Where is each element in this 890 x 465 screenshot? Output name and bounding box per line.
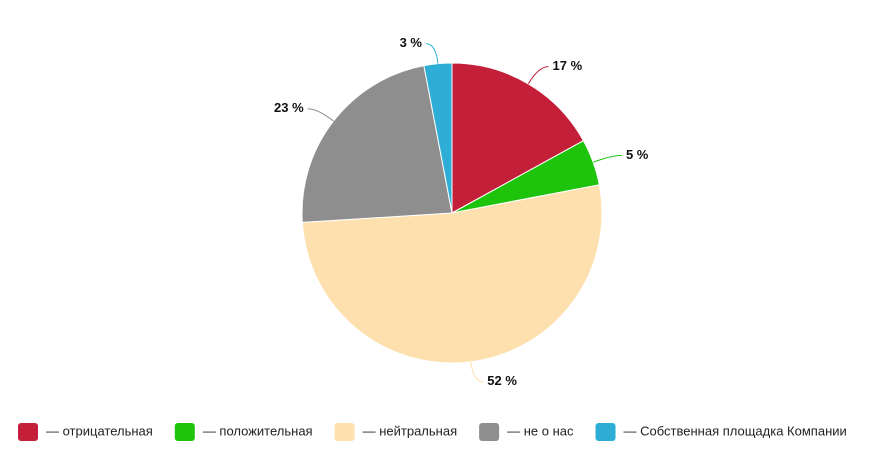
label-connector <box>425 43 439 64</box>
pie-slice <box>423 62 453 214</box>
legend-label: — нейтральная <box>363 423 458 438</box>
legend-swatch <box>334 423 355 441</box>
legend-label: — отрицательная <box>46 423 153 438</box>
legend-swatch <box>174 423 195 441</box>
label-connector <box>527 66 549 85</box>
label-connector <box>592 154 622 163</box>
legend-label: — не о нас <box>507 423 574 438</box>
data-label: 23 % <box>274 100 304 115</box>
legend-label: — положительная <box>203 423 313 438</box>
data-label: 17 % <box>553 58 583 73</box>
legend-swatch <box>18 423 38 441</box>
label-connector <box>470 361 484 383</box>
pie-slice <box>451 62 585 214</box>
data-label: 5 % <box>626 147 649 162</box>
legend-swatch <box>595 423 616 441</box>
legend-swatch <box>479 423 500 441</box>
pie-slice <box>301 184 603 364</box>
label-connector <box>307 108 334 122</box>
pie-slice <box>301 65 453 223</box>
data-label: 52 % <box>487 373 517 388</box>
legend-label: — Собственная площадка Компании <box>624 423 847 438</box>
data-label: 3 % <box>400 35 423 50</box>
